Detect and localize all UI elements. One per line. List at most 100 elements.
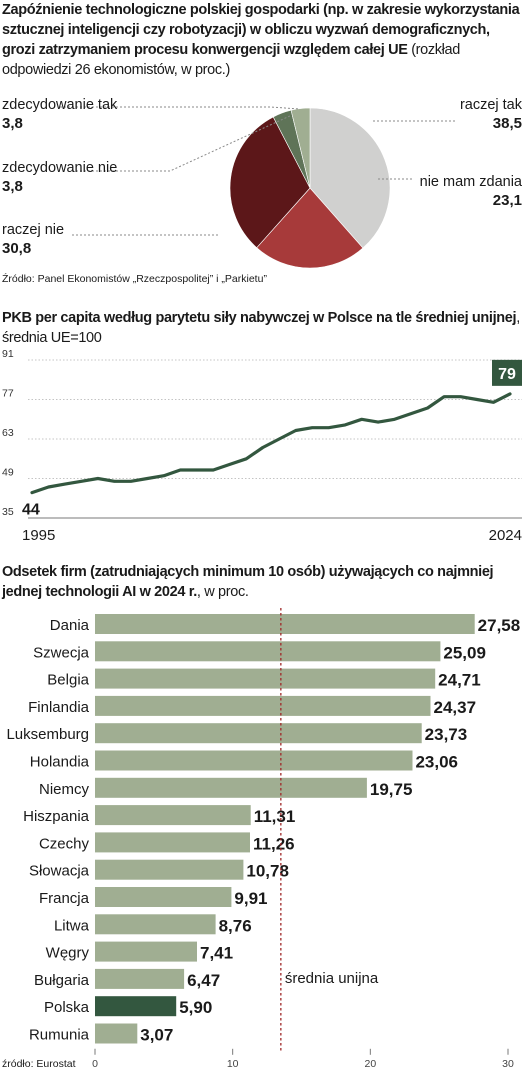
bar-xtick-30: 30 <box>502 1058 514 1070</box>
line-end-label-box <box>492 359 522 386</box>
pie-title-sub: (rozkład odpowiedzi 26 ekonomistów, w pr… <box>2 42 460 78</box>
bar-category-litwa: Litwa <box>54 917 90 934</box>
line-ytick-49: 49 <box>2 467 14 479</box>
bar-category-dania: Dania <box>50 617 90 634</box>
bar-chart-title: Odsetek firm (zatrudniających minimum 10… <box>2 562 522 602</box>
bar-czechy <box>95 832 250 853</box>
bar-title-sub: , w proc. <box>196 584 249 600</box>
line-point-2000 <box>113 480 115 482</box>
bar-value-wegry: 7,41 <box>200 944 233 963</box>
pie-value-raczej-nie: 30,8 <box>2 240 32 257</box>
bar-value-hiszpania: 11,31 <box>254 807 296 826</box>
pie-label-zdecydowanie-tak: zdecydowanie tak <box>2 97 118 113</box>
bar-category-slowacja: Słowacja <box>29 863 90 880</box>
pie-label-raczej-tak: raczej tak <box>459 97 522 113</box>
line-point-1998 <box>80 480 82 482</box>
line-point-2005 <box>196 469 198 471</box>
bar-value-litwa: 8,76 <box>219 916 252 935</box>
bar-bulgaria <box>95 968 185 989</box>
line-point-2022 <box>476 398 478 401</box>
line-title-sub: , średnia UE=100 <box>2 310 520 346</box>
pie-slice-nie-mam-zdania <box>256 187 364 269</box>
line-xtick-end: 2024 <box>489 527 522 543</box>
line-point-2021 <box>460 396 462 398</box>
pie-value-raczej-tak: 38,5 <box>492 115 522 132</box>
line-point-2018 <box>410 413 412 415</box>
line-point-2008 <box>245 458 247 460</box>
line-point-2012 <box>311 427 313 429</box>
line-title-bold: PKB per capita według parytetu siły naby… <box>2 310 517 326</box>
bar-category-hiszpania: Hiszpania <box>23 808 90 825</box>
bar-slowacja <box>95 859 244 880</box>
bar-category-bulgaria: Bułgaria <box>34 972 90 989</box>
bar-category-wegry: Węgry <box>46 945 90 962</box>
line-point-2001 <box>130 480 132 482</box>
bar-category-finlandia: Finlandia <box>28 699 90 716</box>
bar-value-niemcy: 19,75 <box>370 780 413 799</box>
bar-value-bulgaria: 6,47 <box>187 971 220 990</box>
line-point-1999 <box>97 477 99 480</box>
pie-title-bold: Zapóźnienie technologiczne polskiej gosp… <box>2 2 520 58</box>
bar-value-holandia: 23,06 <box>415 753 458 772</box>
pie-slice-raczej-tak <box>309 107 391 249</box>
bar-category-holandia: Holandia <box>30 754 90 771</box>
pie-slice-zdecydowanie-tak <box>290 107 311 189</box>
pie-label-nie-mam-zdania: nie mam zdania <box>419 174 522 190</box>
bar-category-rumunia: Rumunia <box>29 1027 90 1044</box>
bar-holandia <box>95 750 413 771</box>
bar-source: źródło: Eurostat <box>2 1058 76 1070</box>
bar-average-label: średnia unijna <box>285 970 379 987</box>
bar-category-belgia: Belgia <box>47 672 89 689</box>
bar-luksemburg <box>95 723 422 744</box>
line-point-2006 <box>212 469 214 471</box>
bar-value-luksemburg: 23,73 <box>425 725 468 744</box>
bar-litwa <box>95 914 216 935</box>
line-series-pkb <box>30 392 512 495</box>
bar-value-czechy: 11,26 <box>253 834 295 853</box>
bar-xtick-10: 10 <box>227 1058 239 1070</box>
bar-title-bold: Odsetek firm (zatrudniających minimum 10… <box>2 564 494 600</box>
pie-label-zdecydowanie-nie: zdecydowanie nie <box>2 160 118 176</box>
pie-value-zdecydowanie-nie: 3,8 <box>2 178 23 195</box>
bar-wegry <box>95 941 197 962</box>
bar-dania <box>95 614 475 634</box>
bar-xtick-0: 0 <box>92 1058 98 1070</box>
line-point-2020 <box>443 396 445 398</box>
line-point-1995 <box>31 492 33 494</box>
pie-leader-zdecydowanie-tak <box>60 106 301 110</box>
bar-finlandia <box>95 695 431 716</box>
line-point-2009 <box>262 446 264 449</box>
bar-francja <box>95 887 232 907</box>
line-point-2024 <box>509 393 511 395</box>
bar-value-polska: 5,90 <box>179 998 212 1017</box>
line-end-label: 79 <box>498 366 516 383</box>
bar-value-szwecja: 25,09 <box>443 643 486 662</box>
pie-value-zdecydowanie-tak: 3,8 <box>2 115 23 132</box>
line-ytick-35: 35 <box>2 506 14 518</box>
line-point-2016 <box>377 421 379 423</box>
bar-category-niemcy: Niemcy <box>39 781 90 798</box>
line-point-2013 <box>328 427 330 429</box>
bar-category-polska: Polska <box>44 999 90 1016</box>
line-point-2014 <box>344 424 346 426</box>
bar-value-francja: 9,91 <box>234 889 267 908</box>
bar-chart: 0 10 20 30 Dania 27,58 Szwecja 25,09 Belgia 24,71… <box>6 608 521 1070</box>
line-point-2019 <box>427 407 429 409</box>
line-point-2003 <box>163 475 165 477</box>
bar-value-slowacja: 10,78 <box>246 862 289 881</box>
pie-leader-zdecydowanie-nie <box>72 114 293 172</box>
line-ytick-91: 91 <box>2 348 14 360</box>
line-ytick-77: 77 <box>2 388 14 400</box>
line-chart-title: PKB per capita według parytetu siły naby… <box>2 308 522 348</box>
bar-value-dania: 27,58 <box>478 616 521 635</box>
line-point-2023 <box>492 401 495 403</box>
line-point-2007 <box>229 463 231 465</box>
line-point-1996 <box>47 486 50 488</box>
bar-szwecja <box>95 641 441 662</box>
line-chart: 35 49 63 77 91 44 79 1995 2024 <box>2 348 522 543</box>
line-point-2002 <box>146 477 148 480</box>
line-point-2004 <box>179 469 181 471</box>
pie-chart <box>60 106 455 269</box>
bar-polska <box>95 996 177 1017</box>
line-point-2011 <box>295 429 297 432</box>
